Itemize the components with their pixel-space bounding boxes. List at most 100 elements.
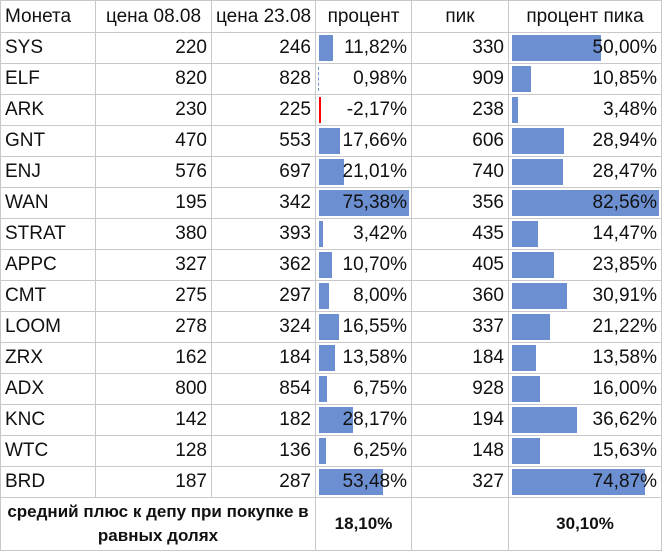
cell-peak[interactable]: 606 — [411, 125, 509, 157]
header-price-2308[interactable]: цена 23.08 — [211, 0, 316, 33]
cell-price-2308[interactable]: 362 — [211, 249, 316, 281]
cell-percent[interactable]: 6,75% — [315, 373, 412, 405]
cell-percent[interactable]: -2,17% — [315, 94, 412, 126]
cell-peak-percent[interactable]: 21,22% — [508, 311, 662, 343]
cell-price-2308[interactable]: 225 — [211, 94, 316, 126]
cell-price-0808[interactable]: 820 — [95, 63, 212, 95]
cell-price-0808[interactable]: 275 — [95, 280, 212, 312]
cell-peak-percent[interactable]: 30,91% — [508, 280, 662, 312]
header-price-0808[interactable]: цена 08.08 — [95, 0, 212, 33]
cell-coin[interactable]: SYS — [0, 32, 96, 64]
cell-peak-percent[interactable]: 16,00% — [508, 373, 662, 405]
cell-peak[interactable]: 360 — [411, 280, 509, 312]
cell-price-2308[interactable]: 854 — [211, 373, 316, 405]
summary-label[interactable]: средний плюс к депу при покупке в равных… — [0, 497, 316, 551]
cell-coin[interactable]: KNC — [0, 404, 96, 436]
cell-peak[interactable]: 909 — [411, 63, 509, 95]
cell-peak[interactable]: 330 — [411, 32, 509, 64]
cell-peak-percent[interactable]: 82,56% — [508, 187, 662, 219]
cell-coin[interactable]: ZRX — [0, 342, 96, 374]
cell-peak-percent[interactable]: 3,48% — [508, 94, 662, 126]
cell-percent[interactable]: 21,01% — [315, 156, 412, 188]
cell-price-0808[interactable]: 470 — [95, 125, 212, 157]
cell-peak[interactable]: 740 — [411, 156, 509, 188]
cell-price-0808[interactable]: 162 — [95, 342, 212, 374]
summary-empty-cell[interactable] — [411, 497, 509, 551]
cell-peak[interactable]: 238 — [411, 94, 509, 126]
cell-price-0808[interactable]: 278 — [95, 311, 212, 343]
cell-price-0808[interactable]: 230 — [95, 94, 212, 126]
cell-percent[interactable]: 8,00% — [315, 280, 412, 312]
cell-peak-percent[interactable]: 28,94% — [508, 125, 662, 157]
cell-peak-percent[interactable]: 13,58% — [508, 342, 662, 374]
cell-price-0808[interactable]: 800 — [95, 373, 212, 405]
cell-price-2308[interactable]: 287 — [211, 466, 316, 498]
cell-peak[interactable]: 928 — [411, 373, 509, 405]
cell-peak[interactable]: 148 — [411, 435, 509, 467]
cell-price-2308[interactable]: 553 — [211, 125, 316, 157]
cell-coin[interactable]: ARK — [0, 94, 96, 126]
cell-price-2308[interactable]: 136 — [211, 435, 316, 467]
cell-percent[interactable]: 13,58% — [315, 342, 412, 374]
cell-peak-percent[interactable]: 36,62% — [508, 404, 662, 436]
cell-price-2308[interactable]: 184 — [211, 342, 316, 374]
summary-avg-peak-percent[interactable]: 30,10% — [508, 497, 662, 551]
cell-percent[interactable]: 10,70% — [315, 249, 412, 281]
cell-coin[interactable]: LOOM — [0, 311, 96, 343]
cell-peak[interactable]: 435 — [411, 218, 509, 250]
cell-coin[interactable]: GNT — [0, 125, 96, 157]
cell-peak-percent[interactable]: 74,87% — [508, 466, 662, 498]
cell-percent[interactable]: 11,82% — [315, 32, 412, 64]
header-peak[interactable]: пик — [411, 0, 509, 33]
header-coin[interactable]: Монета — [0, 0, 96, 33]
cell-coin[interactable]: BRD — [0, 466, 96, 498]
cell-percent[interactable]: 16,55% — [315, 311, 412, 343]
cell-price-0808[interactable]: 128 — [95, 435, 212, 467]
cell-price-2308[interactable]: 393 — [211, 218, 316, 250]
cell-peak-percent[interactable]: 28,47% — [508, 156, 662, 188]
cell-percent[interactable]: 0,98% — [315, 63, 412, 95]
cell-peak-percent[interactable]: 23,85% — [508, 249, 662, 281]
cell-peak[interactable]: 356 — [411, 187, 509, 219]
cell-percent[interactable]: 28,17% — [315, 404, 412, 436]
summary-avg-percent[interactable]: 18,10% — [315, 497, 412, 551]
cell-price-2308[interactable]: 182 — [211, 404, 316, 436]
cell-coin[interactable]: WTC — [0, 435, 96, 467]
cell-price-0808[interactable]: 220 — [95, 32, 212, 64]
cell-percent[interactable]: 3,42% — [315, 218, 412, 250]
cell-peak[interactable]: 337 — [411, 311, 509, 343]
cell-percent[interactable]: 53,48% — [315, 466, 412, 498]
cell-peak-percent[interactable]: 14,47% — [508, 218, 662, 250]
cell-price-2308[interactable]: 342 — [211, 187, 316, 219]
cell-peak-percent[interactable]: 50,00% — [508, 32, 662, 64]
cell-peak[interactable]: 405 — [411, 249, 509, 281]
cell-coin[interactable]: WAN — [0, 187, 96, 219]
cell-coin[interactable]: ADX — [0, 373, 96, 405]
cell-coin[interactable]: ENJ — [0, 156, 96, 188]
cell-price-0808[interactable]: 327 — [95, 249, 212, 281]
cell-peak[interactable]: 194 — [411, 404, 509, 436]
cell-peak[interactable]: 184 — [411, 342, 509, 374]
cell-price-2308[interactable]: 828 — [211, 63, 316, 95]
cell-percent[interactable]: 6,25% — [315, 435, 412, 467]
cell-price-2308[interactable]: 697 — [211, 156, 316, 188]
cell-price-0808[interactable]: 187 — [95, 466, 212, 498]
cell-peak-percent[interactable]: 10,85% — [508, 63, 662, 95]
cell-percent[interactable]: 75,38% — [315, 187, 412, 219]
cell-price-0808[interactable]: 380 — [95, 218, 212, 250]
cell-coin[interactable]: CMT — [0, 280, 96, 312]
cell-price-2308[interactable]: 297 — [211, 280, 316, 312]
cell-price-0808[interactable]: 195 — [95, 187, 212, 219]
cell-coin[interactable]: APPC — [0, 249, 96, 281]
cell-price-0808[interactable]: 576 — [95, 156, 212, 188]
cell-coin[interactable]: STRAT — [0, 218, 96, 250]
cell-peak[interactable]: 327 — [411, 466, 509, 498]
cell-peak-percent[interactable]: 15,63% — [508, 435, 662, 467]
cell-price-2308[interactable]: 246 — [211, 32, 316, 64]
header-percent[interactable]: процент — [315, 0, 412, 33]
cell-coin[interactable]: ELF — [0, 63, 96, 95]
header-peak-percent[interactable]: процент пика — [508, 0, 662, 33]
cell-percent[interactable]: 17,66% — [315, 125, 412, 157]
cell-price-0808[interactable]: 142 — [95, 404, 212, 436]
cell-price-2308[interactable]: 324 — [211, 311, 316, 343]
